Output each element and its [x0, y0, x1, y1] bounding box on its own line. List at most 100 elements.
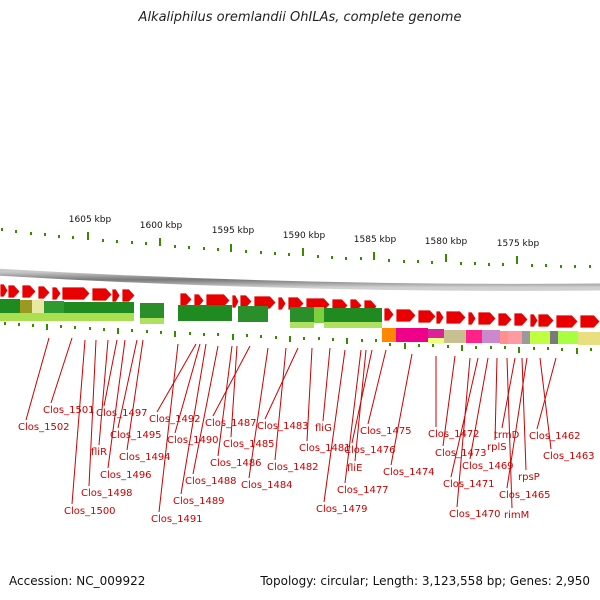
gene-label: Clos_1496 — [100, 470, 152, 481]
label-leader-line — [306, 347, 313, 442]
gene-label: Clos_1491 — [151, 514, 203, 525]
gene-label: trmD — [494, 430, 520, 441]
gene-label: Clos_1489 — [173, 496, 225, 507]
forward-gene-arrow — [179, 292, 193, 307]
forward-gene-arrow — [21, 284, 37, 299]
gene-label: Clos_1479 — [316, 504, 368, 515]
forward-gene-arrow — [37, 285, 51, 300]
scale-label: 1600 kbp — [140, 221, 183, 231]
label-leader-line — [539, 357, 552, 450]
accession-text: Accession: NC_009922 — [9, 574, 146, 588]
label-leader-line — [521, 357, 527, 471]
scale-label: 1590 kbp — [283, 231, 326, 241]
gene-label: Clos_1481 — [299, 443, 351, 454]
forward-gene-arrow — [231, 294, 240, 309]
label-leader-line — [174, 343, 201, 434]
label-leader-line — [117, 339, 138, 429]
gene-label: fliG — [315, 423, 332, 434]
label-leader-line — [126, 339, 144, 451]
gene-label: fliE — [347, 463, 362, 474]
label-leader-line — [180, 343, 207, 495]
label-leader-line — [192, 345, 219, 475]
label-leader-line — [230, 345, 238, 438]
gene-label: Clos_1482 — [267, 462, 319, 473]
forward-gene-arrow — [51, 286, 62, 301]
scale-ruler: 1605 kbp 1600 kbp 1595 kbp 1590 kbp 1585… — [1, 215, 591, 268]
gene-label: fliR — [91, 447, 107, 458]
gene-label: Clos_1486 — [210, 458, 262, 469]
forward-gene-arrow — [287, 296, 305, 311]
scale-label: 1580 kbp — [425, 237, 468, 247]
gene-label: Clos_1484 — [241, 480, 293, 491]
minor-ticks — [1, 228, 591, 268]
forward-gene-arrow — [239, 294, 253, 309]
label-leader-line — [456, 357, 471, 508]
label-leader-line — [248, 347, 269, 479]
gene-label: Clos_1474 — [383, 467, 435, 478]
label-leader-line — [354, 349, 367, 462]
scale-label: 1575 kbp — [497, 239, 540, 249]
gene-label: Clos_1488 — [185, 476, 237, 487]
label-leader-line — [212, 345, 251, 417]
label-leader-line — [351, 349, 373, 444]
forward-gene-arrow — [477, 311, 497, 326]
gene-label: Clos_1477 — [337, 485, 389, 496]
label-leader-line — [25, 337, 50, 421]
gene-label: rplS — [487, 442, 507, 453]
label-leader-line — [98, 339, 109, 446]
label-leader-line — [71, 339, 86, 505]
gene-label: rpsP — [518, 472, 540, 483]
gene-label: Clos_1473 — [435, 448, 487, 459]
gene-label: Clos_1494 — [119, 452, 171, 463]
forward-gene-arrow — [497, 312, 513, 327]
forward-gene-arrow — [7, 284, 21, 299]
label-leader-line — [469, 357, 489, 460]
gene-label: Clos_1463 — [543, 451, 595, 462]
label-leader-line — [390, 353, 413, 466]
scale-label: 1585 kbp — [354, 235, 397, 245]
forward-gene-arrow — [277, 296, 287, 311]
label-leader-line — [50, 337, 73, 404]
genome-backbone — [0, 268, 600, 291]
label-leader-line — [264, 347, 299, 420]
forward-gene-arrow — [513, 312, 529, 327]
forward-gene-arrow — [395, 308, 417, 323]
gene-label: Clos_1476 — [344, 445, 396, 456]
reverse-tick-marks — [4, 322, 592, 354]
gene-label: Clos_1487 — [205, 418, 257, 429]
label-leader-line — [494, 357, 498, 441]
gene-label: Clos_1469 — [462, 461, 514, 472]
gene-label: Clos_1470 — [449, 509, 501, 520]
label-leader-line — [367, 349, 387, 425]
forward-gene-arrow — [579, 314, 600, 329]
label-leader-line — [217, 345, 233, 457]
label-leader-line — [274, 347, 287, 461]
label-leader-line — [103, 339, 118, 407]
forward-gene-arrow — [537, 313, 555, 328]
forward-gene-arrow — [445, 310, 467, 325]
label-leader-line — [88, 339, 97, 487]
forward-gene-arrow — [121, 288, 136, 303]
label-leader-line — [442, 355, 456, 447]
gene-label: Clos_1501 — [43, 405, 95, 416]
forward-gene-arrow — [61, 286, 91, 301]
forward-gene-arrow — [111, 288, 121, 303]
label-leader-line — [322, 347, 331, 422]
gene-label: Clos_1492 — [149, 414, 201, 425]
forward-gene-arrow — [0, 283, 9, 298]
label-leader-line — [107, 339, 126, 469]
forward-gene-arrow — [205, 293, 231, 308]
label-leader-line — [323, 349, 346, 503]
forward-gene-arrow — [555, 314, 579, 329]
reverse-strand-genes — [0, 299, 600, 354]
forward-gene-arrow — [435, 310, 445, 325]
reverse-band — [0, 299, 600, 345]
gene-label: Clos_1485 — [223, 439, 275, 450]
gene-label: Clos_1502 — [18, 422, 70, 433]
forward-gene-arrow — [193, 293, 205, 308]
gene-label: Clos_1483 — [257, 421, 309, 432]
scale-label: 1605 kbp — [69, 215, 112, 225]
scale-label: 1595 kbp — [212, 226, 255, 236]
